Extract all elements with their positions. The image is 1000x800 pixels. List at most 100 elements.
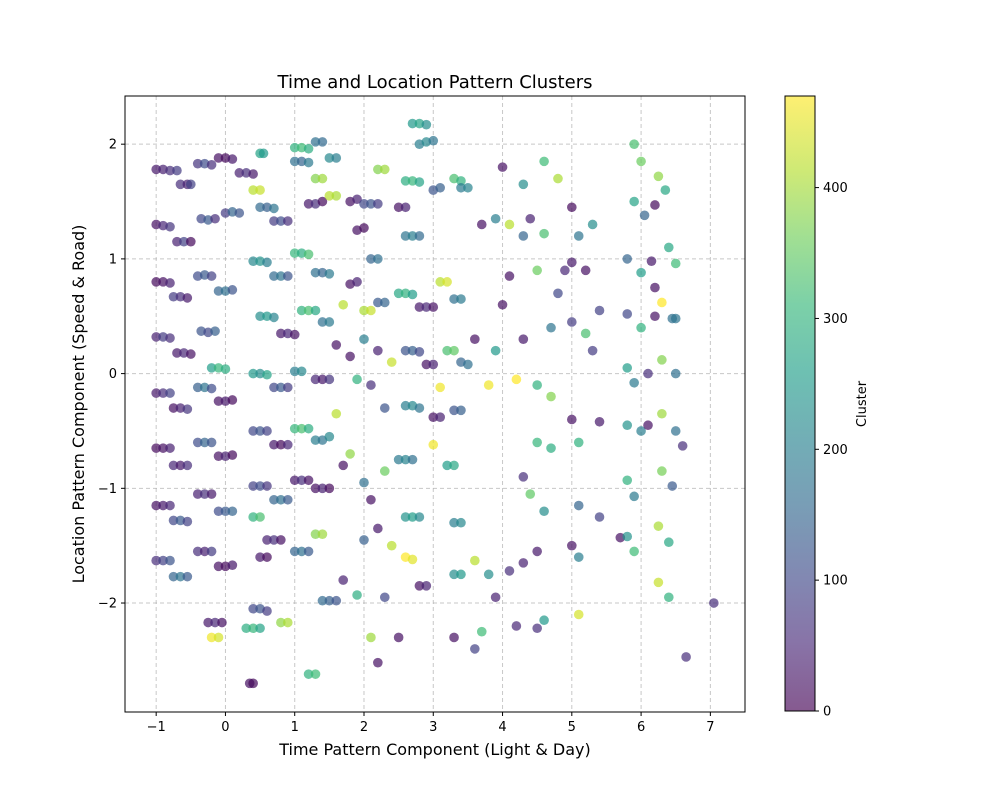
data-point — [220, 506, 231, 517]
data-point — [470, 334, 480, 344]
data-point — [317, 196, 328, 207]
data-point — [407, 454, 418, 465]
data-point — [366, 305, 376, 316]
data-point — [511, 621, 522, 631]
data-point — [165, 165, 175, 176]
data-point — [400, 512, 411, 522]
data-point — [331, 340, 342, 350]
data-point — [289, 366, 300, 377]
data-point — [681, 652, 691, 662]
data-point — [449, 294, 459, 304]
data-point — [282, 439, 293, 450]
data-point — [400, 231, 411, 241]
data-point — [573, 552, 584, 562]
data-point — [206, 271, 217, 281]
x-tick-label: −1 — [147, 720, 166, 735]
y-tick-label: 2 — [109, 138, 117, 153]
x-tick-label: 0 — [221, 720, 229, 735]
data-point — [497, 162, 508, 172]
data-point — [670, 368, 681, 379]
data-point — [449, 632, 459, 643]
data-point — [421, 302, 432, 312]
data-point — [206, 383, 217, 394]
data-point — [352, 277, 362, 287]
data-point — [248, 169, 258, 179]
data-point — [186, 179, 196, 190]
data-point — [182, 571, 193, 582]
data-point — [483, 380, 494, 390]
y-axis-title: Location Pattern Component (Speed & Road… — [69, 225, 88, 584]
data-point — [338, 460, 349, 471]
data-point — [657, 408, 667, 419]
data-point — [476, 219, 487, 230]
data-point — [435, 182, 445, 193]
data-point — [393, 202, 404, 213]
x-tick-label: 1 — [291, 720, 299, 735]
data-point — [407, 554, 418, 565]
data-point — [587, 219, 598, 230]
data-point — [262, 426, 272, 436]
colorbar-tick-label: 200 — [823, 443, 848, 458]
data-point — [456, 182, 466, 193]
data-point — [629, 196, 639, 207]
data-point — [310, 374, 321, 385]
plot-frame — [124, 95, 746, 713]
x-tick-label: 4 — [498, 720, 506, 735]
data-point — [373, 164, 383, 175]
data-point — [622, 254, 633, 264]
data-point — [276, 271, 286, 281]
data-point — [594, 416, 605, 427]
data-point — [296, 423, 307, 434]
data-point — [463, 182, 473, 193]
y-axis: −2 −1 0 1 2 — [98, 138, 125, 612]
data-point — [546, 391, 556, 402]
data-point — [324, 190, 335, 201]
data-point — [210, 617, 220, 628]
data-point — [359, 199, 369, 209]
data-point — [269, 216, 279, 226]
data-point — [255, 202, 265, 213]
data-point — [518, 334, 529, 344]
data-point — [532, 265, 542, 276]
data-point — [518, 558, 529, 568]
data-point — [255, 552, 265, 562]
data-point — [151, 443, 161, 453]
data-point — [213, 561, 224, 572]
data-point — [248, 426, 258, 436]
data-point — [276, 216, 286, 226]
data-point — [546, 443, 556, 453]
data-point — [653, 171, 664, 182]
data-point — [182, 404, 193, 414]
data-point — [213, 451, 224, 461]
data-point — [310, 305, 321, 316]
data-point — [629, 491, 639, 502]
data-point — [289, 475, 300, 486]
data-point — [168, 291, 179, 302]
data-point — [296, 366, 307, 377]
data-point — [525, 489, 536, 499]
data-point — [532, 546, 542, 557]
y-tick-label: −2 — [98, 597, 117, 612]
data-point — [303, 546, 314, 557]
data-point — [227, 285, 238, 295]
data-point — [622, 363, 633, 373]
data-point — [414, 177, 425, 187]
data-point — [289, 423, 300, 434]
data-point — [650, 311, 660, 322]
data-point — [414, 231, 425, 241]
data-point — [553, 173, 563, 184]
data-point — [338, 575, 349, 585]
data-point — [567, 257, 577, 268]
data-point — [643, 368, 653, 379]
data-point — [151, 555, 161, 566]
data-point — [483, 569, 494, 580]
data-point — [192, 158, 203, 169]
x-tick-label: 3 — [429, 720, 437, 735]
data-point — [331, 153, 342, 163]
data-point — [622, 475, 633, 486]
data-point — [650, 200, 660, 210]
data-point — [262, 552, 272, 562]
data-point — [213, 396, 224, 406]
data-point — [296, 546, 307, 557]
data-point — [636, 156, 646, 167]
